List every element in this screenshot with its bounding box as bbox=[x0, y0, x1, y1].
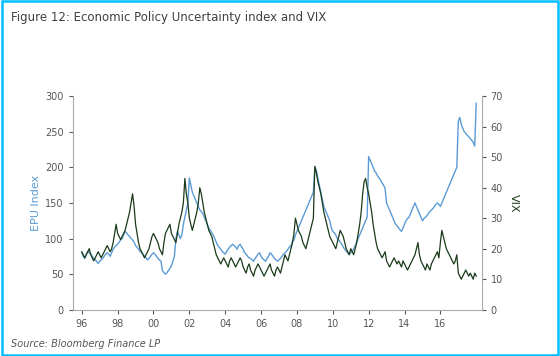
Y-axis label: VIX: VIX bbox=[508, 194, 519, 212]
Text: Figure 12: Economic Policy Uncertainty index and VIX: Figure 12: Economic Policy Uncertainty i… bbox=[11, 11, 326, 24]
Text: Source: Bloomberg Finance LP: Source: Bloomberg Finance LP bbox=[11, 339, 160, 349]
Y-axis label: EPU Index: EPU Index bbox=[31, 175, 41, 231]
